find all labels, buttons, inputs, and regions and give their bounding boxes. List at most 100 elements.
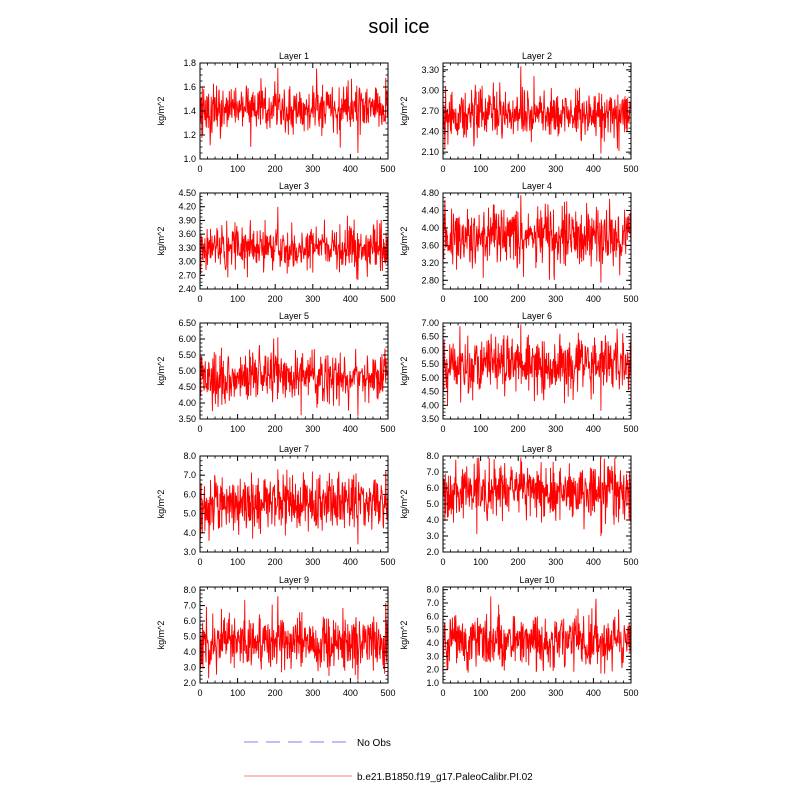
legend: No Obs b.e21.B1850.f19_g17.PaleoCalibr.PI… (244, 738, 533, 783)
panel-9-xtick-label: 200 (268, 688, 283, 698)
panel-8-xtick-label: 0 (440, 557, 445, 567)
panel-5-xtick-label: 0 (197, 424, 202, 434)
panel-10-xtick-label: 400 (586, 688, 601, 698)
panel-9: Layer 9 kg/m^2 0 100 200 300 400 500 2.0 3.0 4.0 5.… (156, 575, 396, 698)
panel-10-xtick-label: 200 (511, 688, 526, 698)
panel-4-ytick-label: 4.40 (421, 205, 439, 215)
panel-3-xtick-label: 400 (343, 294, 358, 304)
legend-label-2: b.e21.B1850.f19_g17.PaleoCalibr.PI.02 (357, 772, 533, 783)
panel-8-xtick-label: 300 (548, 557, 563, 567)
panel-6-ytick-label: 6.00 (421, 345, 439, 355)
panel-10-ytick-label: 1.0 (426, 678, 439, 688)
panel-8-title: Layer 8 (522, 444, 552, 454)
panel-8-xtick-label: 200 (511, 557, 526, 567)
panel-1-xtick-label: 300 (305, 164, 320, 174)
panel-4-title: Layer 4 (522, 181, 552, 191)
panel-8-ylabel: kg/m^2 (399, 490, 409, 519)
panel-5-xtick-label: 200 (268, 424, 283, 434)
panel-6-ytick-label: 5.50 (421, 359, 439, 369)
panel-2-series-line (443, 66, 631, 154)
panel-7-ytick-label: 8.0 (183, 451, 196, 461)
panel-1-ytick-label: 1.6 (183, 82, 196, 92)
panel-2-ytick-label: 2.10 (421, 147, 439, 157)
panel-7-ytick-label: 6.0 (183, 489, 196, 499)
panel-8-ytick-label: 2.0 (426, 547, 439, 557)
panel-10-ytick-label: 8.0 (426, 585, 439, 595)
panel-4: Layer 4 kg/m^2 0 100 200 300 400 500 2.80 3.20 3.6… (399, 181, 639, 304)
panel-7-ytick-label: 4.0 (183, 528, 196, 538)
panel-10-xtick-label: 500 (623, 688, 638, 698)
legend-label-1: No Obs (357, 738, 391, 749)
panel-4-xtick-label: 200 (511, 294, 526, 304)
panel-8-ytick-label: 8.0 (426, 451, 439, 461)
panel-9-ytick-label: 2.0 (183, 678, 196, 688)
panel-1-ytick-label: 1.2 (183, 130, 196, 140)
panel-10-ytick-label: 6.0 (426, 611, 439, 621)
panel-7: Layer 7 kg/m^2 0 100 200 300 400 500 3.0 4.0 5.0 6.… (156, 444, 396, 567)
panel-1-xtick-label: 200 (268, 164, 283, 174)
panel-5-ytick-label: 5.50 (178, 350, 196, 360)
panel-10-ytick-label: 2.0 (426, 665, 439, 675)
panel-10-ytick-label: 4.0 (426, 638, 439, 648)
panel-7-ytick-label: 7.0 (183, 470, 196, 480)
panel-4-ytick-label: 3.60 (421, 240, 439, 250)
panel-9-xtick-label: 500 (380, 688, 395, 698)
panel-7-xtick-label: 100 (230, 557, 245, 567)
panel-9-ylabel: kg/m^2 (156, 621, 166, 650)
panel-6-ytick-label: 5.00 (421, 373, 439, 383)
panel-3-ytick-label: 3.30 (178, 243, 196, 253)
panel-10-ylabel: kg/m^2 (399, 621, 409, 650)
panel-6-xtick-label: 400 (586, 424, 601, 434)
panel-5-ylabel: kg/m^2 (156, 357, 166, 386)
panel-2-xtick-label: 500 (623, 164, 638, 174)
panel-9-ytick-label: 6.0 (183, 616, 196, 626)
panel-8-ytick-label: 7.0 (426, 467, 439, 477)
panel-4-ytick-label: 4.80 (421, 188, 439, 198)
panel-3-xtick-label: 200 (268, 294, 283, 304)
panel-7-title: Layer 7 (279, 444, 309, 454)
panel-4-series-line (443, 195, 631, 283)
panel-10-ytick-label: 5.0 (426, 625, 439, 635)
panel-7-xtick-label: 200 (268, 557, 283, 567)
panel-4-xtick-label: 300 (548, 294, 563, 304)
panel-2: Layer 2 kg/m^2 0 100 200 300 400 500 2.10 2.40 2.7… (399, 51, 639, 174)
panel-7-xtick-label: 400 (343, 557, 358, 567)
panel-1-xtick-label: 500 (380, 164, 395, 174)
panel-10: Layer 10 kg/m^2 0 100 200 300 400 500 1.0 2.0 3.0 4… (399, 575, 639, 698)
panel-5-frame (199, 322, 389, 420)
panel-7-series-line (200, 469, 388, 545)
panel-5-xtick-label: 500 (380, 424, 395, 434)
panel-1-xtick-label: 100 (230, 164, 245, 174)
panel-6-ytick-label: 4.50 (421, 387, 439, 397)
panel-5-ytick-label: 4.50 (178, 382, 196, 392)
panel-7-ytick-label: 3.0 (183, 547, 196, 557)
panel-1-series-line (200, 67, 388, 154)
panel-5-ytick-label: 3.50 (178, 414, 196, 424)
panel-10-xtick-label: 300 (548, 688, 563, 698)
panel-9-frame (199, 586, 389, 684)
panel-3-xtick-label: 300 (305, 294, 320, 304)
panel-2-ytick-label: 2.40 (421, 127, 439, 137)
panel-7-ylabel: kg/m^2 (156, 490, 166, 519)
panel-5-series-line (200, 337, 388, 416)
panel-9-title: Layer 9 (279, 575, 309, 585)
panel-7-xtick-label: 300 (305, 557, 320, 567)
figure-title: soil ice (368, 16, 429, 38)
panel-9-series-line (200, 596, 388, 680)
panel-10-frame (442, 586, 632, 684)
panel-6-ytick-label: 7.00 (421, 318, 439, 328)
panel-2-ytick-label: 2.70 (421, 106, 439, 116)
panel-3-ytick-label: 3.60 (178, 229, 196, 239)
panel-2-ytick-label: 3.30 (421, 65, 439, 75)
panel-3-series-line (200, 206, 388, 280)
panel-4-ytick-label: 3.20 (421, 258, 439, 268)
panel-3: Layer 3 kg/m^2 0 100 200 300 400 500 2.40 2.70 3.0… (156, 181, 396, 304)
panels-group: Layer 1 kg/m^2 0 100 200 300 400 500 1.0 1.2 1.4 1.… (156, 51, 639, 698)
panel-8: Layer 8 kg/m^2 0 100 200 300 400 500 2.0 3.0 4.0 5.… (399, 444, 639, 567)
panel-6-series-line (443, 324, 631, 411)
panel-10-series-line (443, 596, 631, 674)
panel-1: Layer 1 kg/m^2 0 100 200 300 400 500 1.0 1.2 1.4 1.… (156, 51, 396, 174)
panel-2-ytick-label: 3.00 (421, 85, 439, 95)
panel-9-ytick-label: 4.0 (183, 647, 196, 657)
